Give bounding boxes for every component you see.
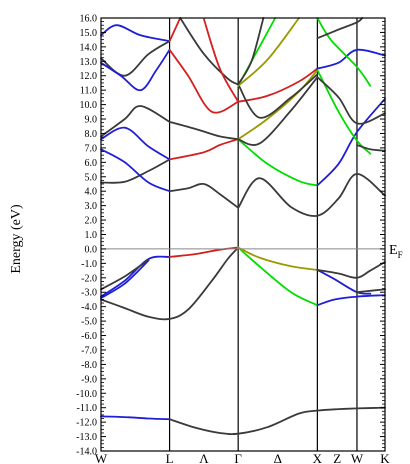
y-tick-label: 12.0: [80, 71, 98, 82]
y-tick-label: 14.0: [80, 42, 98, 53]
fermi-subscript: F: [398, 250, 403, 260]
band-segment-9: [316, 294, 386, 307]
y-tick-label: 13.0: [80, 57, 98, 68]
y-tick-label: -13.0: [76, 432, 97, 443]
y-tick-label: 10.0: [80, 100, 98, 111]
band-segment-12: [356, 288, 386, 294]
kpoint-label-3: Γ: [234, 451, 242, 464]
vertical-lines-group: [168, 18, 358, 451]
band-segment-34: [203, 18, 240, 103]
y-tick-label: -8.0: [81, 360, 97, 371]
y-tick-label: 4.0: [85, 187, 98, 198]
y-tick-label: -6.0: [81, 331, 97, 342]
y-tick-label: -2.0: [81, 273, 97, 284]
band-segment-33: [179, 17, 240, 86]
band-segment-17: [168, 182, 240, 209]
band-segment-8: [237, 246, 319, 271]
y-tick-label: 3.0: [85, 201, 98, 212]
y-tick-label: -3.0: [81, 288, 97, 299]
bands-group: [100, 17, 386, 436]
y-tick-label: 7.0: [85, 143, 98, 154]
band-segment-15: [100, 126, 171, 161]
band-segment-26: [316, 76, 386, 125]
y-tick-label: 2.0: [85, 216, 98, 227]
band-segment-18: [168, 138, 240, 161]
y-ticks-group: -14.0 -13.0 -12.0 -11.0 -10.0 -9.0 -8.0 -7.0 -6.…: [76, 14, 385, 458]
y-tick-label: -4.0: [81, 302, 97, 313]
band-segment-11: [316, 261, 386, 279]
y-tick-label: 16.0: [80, 14, 98, 25]
band-segment-36: [237, 73, 319, 119]
band-segment-28: [100, 24, 171, 42]
y-tick-label: 6.0: [85, 158, 98, 169]
y-tick-label: 5.0: [85, 172, 98, 183]
kpoint-label-4: Δ: [274, 451, 282, 464]
kpoint-label-0: W: [95, 451, 108, 464]
band-segment-1: [168, 406, 386, 436]
y-tick-label: -10.0: [76, 389, 97, 400]
y-tick-label: 15.0: [80, 28, 98, 39]
band-segment-5: [100, 258, 150, 291]
kpoint-label-1: L: [166, 451, 174, 464]
kpoint-label-2: Λ: [199, 451, 209, 464]
y-axis-label: Energy (eV): [9, 204, 24, 274]
y-tick-label: 9.0: [85, 115, 98, 126]
band-segment-13: [100, 158, 171, 184]
band-segment-23: [237, 76, 319, 146]
y-tick-label: -9.0: [81, 374, 97, 385]
band-segment-31: [168, 48, 240, 114]
y-tick-label: 11.0: [80, 86, 97, 97]
fermi-label: EF: [389, 243, 403, 260]
band-segment-21: [237, 138, 319, 187]
band-segment-40: [316, 48, 386, 70]
y-tick-label: -11.0: [77, 403, 97, 414]
band-segment-2: [100, 246, 240, 321]
y-tick-label: 0.0: [85, 244, 98, 255]
band-segment-25: [316, 69, 372, 155]
band-segment-39: [237, 17, 265, 86]
band-segment-20: [237, 173, 386, 217]
band-segment-32: [168, 17, 182, 42]
band-segment-22: [237, 69, 319, 141]
band-segment-41: [316, 17, 372, 87]
band-segment-10: [316, 269, 372, 295]
band-segment-4: [100, 259, 150, 299]
band-segment-38: [237, 17, 300, 87]
band-segment-27: [356, 144, 386, 152]
band-segment-19: [168, 121, 240, 141]
band-segment-0: [100, 415, 171, 421]
band-segment-14: [100, 148, 171, 193]
y-tick-label: 8.0: [85, 129, 98, 140]
band-segment-3: [100, 255, 171, 298]
band-segment-30: [100, 48, 171, 92]
y-tick-label: -12.0: [76, 418, 97, 429]
y-tick-label: -1.0: [81, 259, 97, 270]
kpoint-label-5: X: [313, 451, 323, 464]
y-tick-label: -5.0: [81, 317, 97, 328]
y-tick-label: -7.0: [81, 345, 97, 356]
band-segment-24: [316, 97, 386, 187]
band-segment-42: [316, 17, 364, 40]
band-segment-6: [168, 246, 240, 258]
band-segment-16: [100, 105, 171, 138]
y-tick-label: -14.0: [76, 447, 97, 458]
band-segment-35: [237, 67, 319, 103]
y-tick-label: 1.0: [85, 230, 98, 241]
band-segment-7: [237, 246, 319, 307]
kpoint-label-6: Z: [333, 451, 341, 464]
band-segment-29: [100, 40, 171, 77]
kpoint-label-8: K: [380, 451, 390, 464]
kpoint-label-7: W: [351, 451, 364, 464]
